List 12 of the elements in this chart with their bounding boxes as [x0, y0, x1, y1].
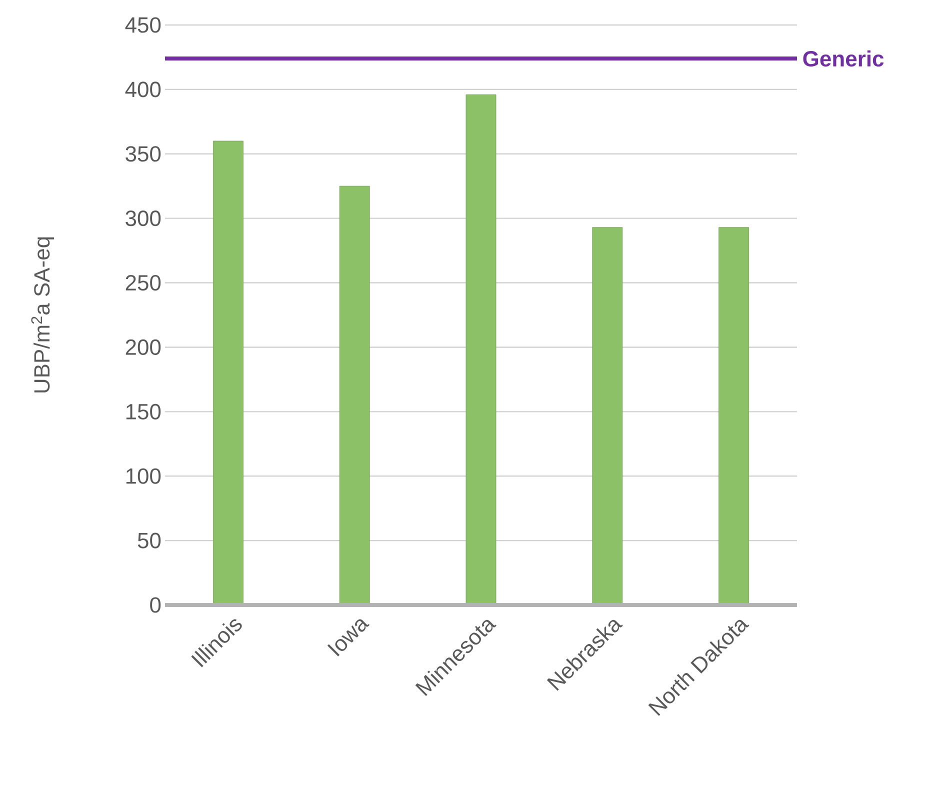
y-tick-label: 250 — [126, 274, 161, 291]
y-tick-label: 100 — [126, 468, 161, 484]
y-tick-label: 350 — [126, 146, 161, 162]
y-tick-label: 0 — [150, 597, 161, 613]
y-axis-title: UBP/m$^{2}$a SA-eq — [31, 237, 54, 392]
y-tick-label: 200 — [126, 339, 161, 356]
ref-line-label: Generic — [803, 50, 884, 67]
y-tick-label: 450 — [125, 17, 161, 33]
y-tick-label: 400 — [125, 82, 161, 98]
y-tick-label: 150 — [126, 404, 161, 420]
y-tick-label: 300 — [126, 210, 161, 226]
y-tick-label: 50 — [138, 532, 161, 548]
